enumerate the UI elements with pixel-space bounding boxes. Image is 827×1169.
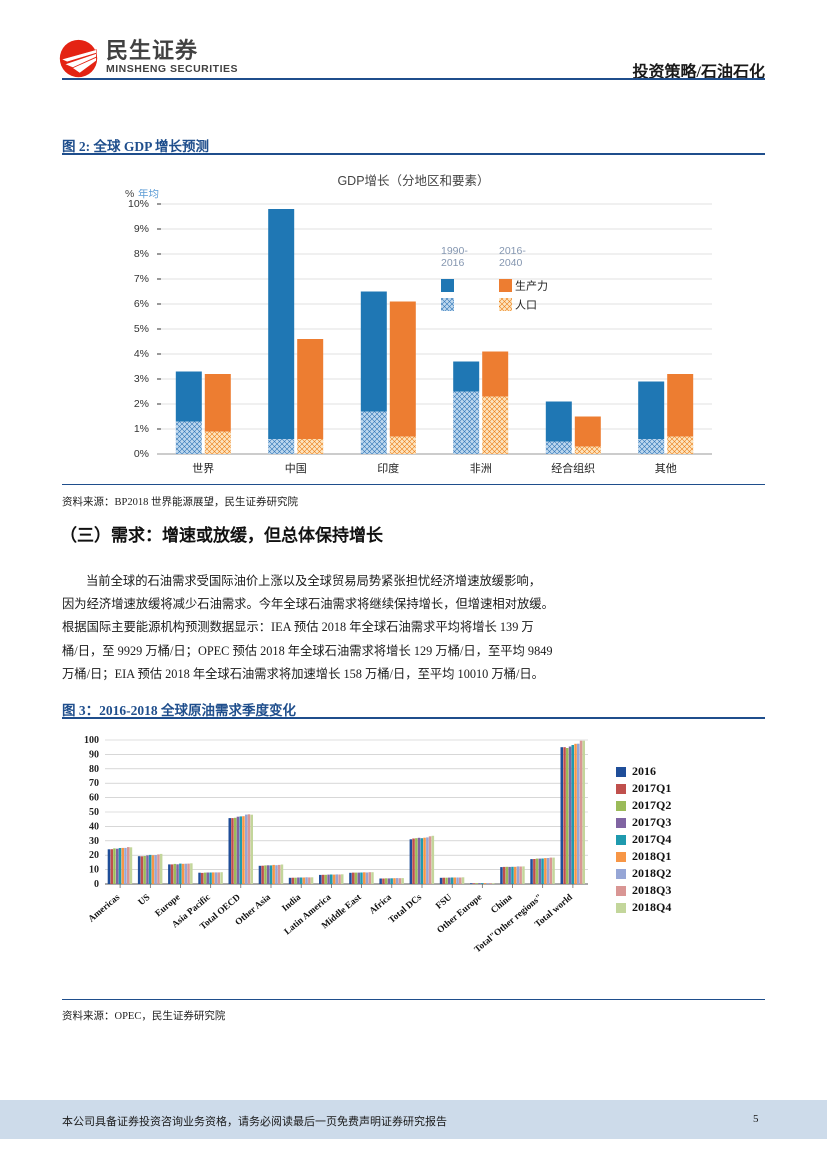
svg-text:非洲: 非洲 <box>470 462 492 475</box>
svg-text:China: China <box>489 892 514 915</box>
svg-text:70: 70 <box>89 778 99 789</box>
svg-text:人口: 人口 <box>515 299 537 312</box>
svg-text:India: India <box>280 892 303 914</box>
svg-text:2%: 2% <box>134 398 149 410</box>
svg-text:30: 30 <box>89 836 99 847</box>
svg-text:10: 10 <box>89 865 99 876</box>
svg-text:80: 80 <box>89 764 99 775</box>
svg-text:2016: 2016 <box>441 257 465 269</box>
svg-text:4%: 4% <box>134 348 149 360</box>
svg-text:50: 50 <box>89 807 99 818</box>
svg-text:20: 20 <box>89 850 99 861</box>
svg-text:2016-: 2016- <box>499 245 526 257</box>
svg-text:90: 90 <box>89 749 99 760</box>
svg-text:中国: 中国 <box>285 462 307 475</box>
svg-text:生产力: 生产力 <box>515 279 548 293</box>
svg-text:Total DCs: Total DCs <box>387 892 424 925</box>
svg-text:经合组织: 经合组织 <box>551 461 595 475</box>
svg-text:3%: 3% <box>134 373 149 385</box>
svg-text:其他: 其他 <box>655 462 677 475</box>
svg-text:Americas: Americas <box>87 892 123 924</box>
svg-text:100: 100 <box>84 735 99 746</box>
svg-text:0: 0 <box>94 879 99 890</box>
svg-text:Africa: Africa <box>368 892 394 916</box>
svg-text:8%: 8% <box>134 248 149 260</box>
svg-text:0%: 0% <box>134 448 149 460</box>
svg-text:US: US <box>137 893 153 908</box>
svg-text:世界: 世界 <box>192 462 214 475</box>
svg-text:1990-: 1990- <box>441 245 468 257</box>
svg-text:7%: 7% <box>134 273 149 285</box>
svg-text:6%: 6% <box>134 298 149 310</box>
svg-text:1%: 1% <box>134 423 149 435</box>
svg-text:60: 60 <box>89 793 99 804</box>
svg-text:2040: 2040 <box>499 257 523 269</box>
svg-text:10%: 10% <box>128 198 149 210</box>
svg-text:40: 40 <box>89 821 99 832</box>
svg-text:印度: 印度 <box>377 461 399 475</box>
svg-text:9%: 9% <box>134 223 149 235</box>
svg-text:FSU: FSU <box>434 892 454 911</box>
svg-text:5%: 5% <box>134 323 149 335</box>
